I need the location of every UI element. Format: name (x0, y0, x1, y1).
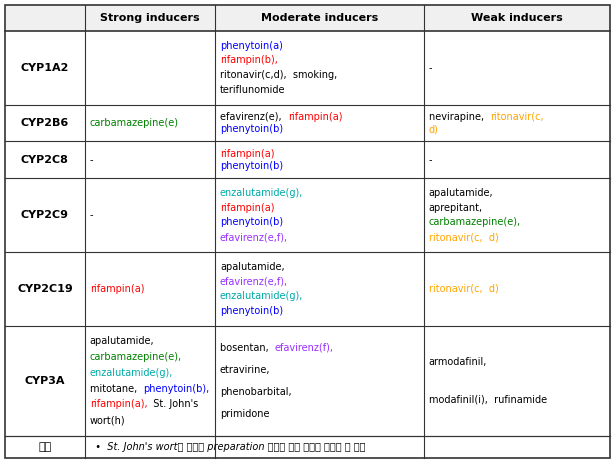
Text: apalutamide,: apalutamide, (220, 262, 285, 272)
Text: armodafinil,: armodafinil, (429, 357, 487, 367)
Text: d): d) (429, 124, 438, 134)
Text: Strong inducers: Strong inducers (100, 13, 200, 23)
Text: carbamazepine(e),: carbamazepine(e), (90, 352, 182, 362)
Text: teriflunomide: teriflunomide (220, 85, 285, 95)
Text: ritonavir(c,  d): ritonavir(c, d) (429, 284, 498, 294)
Text: CYP2C9: CYP2C9 (21, 210, 69, 220)
Text: modafinil(i),  rufinamide: modafinil(i), rufinamide (429, 394, 547, 404)
Text: efavirenz(e),: efavirenz(e), (220, 112, 288, 122)
Text: 비고: 비고 (38, 442, 52, 452)
Text: CYP3A: CYP3A (25, 376, 65, 386)
Text: carbamazepine(e): carbamazepine(e) (90, 118, 179, 128)
Text: phenobarbital,: phenobarbital, (220, 387, 292, 397)
Text: phenytoin(b),: phenytoin(b), (143, 384, 210, 394)
Text: CYP2B6: CYP2B6 (21, 118, 69, 128)
Text: St. John's: St. John's (148, 400, 199, 409)
Text: rifampin(a): rifampin(a) (90, 284, 145, 294)
Text: CYP1A2: CYP1A2 (21, 63, 69, 73)
Text: nevirapine,: nevirapine, (429, 112, 490, 122)
Text: rifampin(a): rifampin(a) (288, 112, 343, 122)
Text: phenytoin(b): phenytoin(b) (220, 161, 283, 171)
Text: rifampin(b),: rifampin(b), (220, 56, 278, 65)
Text: rifampin(a): rifampin(a) (220, 203, 274, 213)
Text: apalutamide,: apalutamide, (429, 188, 493, 198)
Text: aprepitant,: aprepitant, (429, 203, 483, 213)
Text: ritonavir(c,  d): ritonavir(c, d) (429, 232, 498, 242)
Text: phenytoin(a): phenytoin(a) (220, 41, 283, 51)
Text: CYP2C8: CYP2C8 (21, 155, 69, 165)
Text: efavirenz(f),: efavirenz(f), (275, 343, 334, 353)
Text: rifampin(a),: rifampin(a), (90, 400, 148, 409)
Text: carbamazepine(e),: carbamazepine(e), (429, 218, 521, 227)
Text: -: - (90, 210, 93, 220)
Text: etravirine,: etravirine, (220, 365, 271, 375)
Text: phenytoin(b): phenytoin(b) (220, 124, 283, 134)
Text: ritonavir(c,: ritonavir(c, (490, 112, 544, 122)
Text: efavirenz(e,f),: efavirenz(e,f), (220, 276, 288, 286)
Text: primidone: primidone (220, 409, 269, 419)
Text: -: - (429, 63, 432, 73)
Text: phenytoin(b): phenytoin(b) (220, 306, 283, 316)
Text: •  St. John's wort의 효과는 preparation 형태에 따라 다르게 나타날 수 있음: • St. John's wort의 효과는 preparation 형태에 따… (89, 442, 365, 452)
Text: -: - (429, 155, 432, 165)
Text: Weak inducers: Weak inducers (471, 13, 563, 23)
Text: efavirenz(e,f),: efavirenz(e,f), (220, 232, 288, 242)
Text: bosentan,: bosentan, (220, 343, 275, 353)
Text: apalutamide,: apalutamide, (90, 336, 154, 346)
Text: phenytoin(b): phenytoin(b) (220, 218, 283, 227)
Text: enzalutamide(g),: enzalutamide(g), (90, 368, 173, 378)
Text: wort(h): wort(h) (90, 415, 125, 425)
Text: Moderate inducers: Moderate inducers (261, 13, 378, 23)
Text: CYP2C19: CYP2C19 (17, 284, 73, 294)
Text: ritonavir(c,d),  smoking,: ritonavir(c,d), smoking, (220, 70, 337, 80)
Text: enzalutamide(g),: enzalutamide(g), (220, 188, 303, 198)
Text: rifampin(a): rifampin(a) (220, 149, 274, 159)
Text: enzalutamide(g),: enzalutamide(g), (220, 291, 303, 301)
Text: mitotane,: mitotane, (90, 384, 143, 394)
Text: -: - (90, 155, 93, 165)
